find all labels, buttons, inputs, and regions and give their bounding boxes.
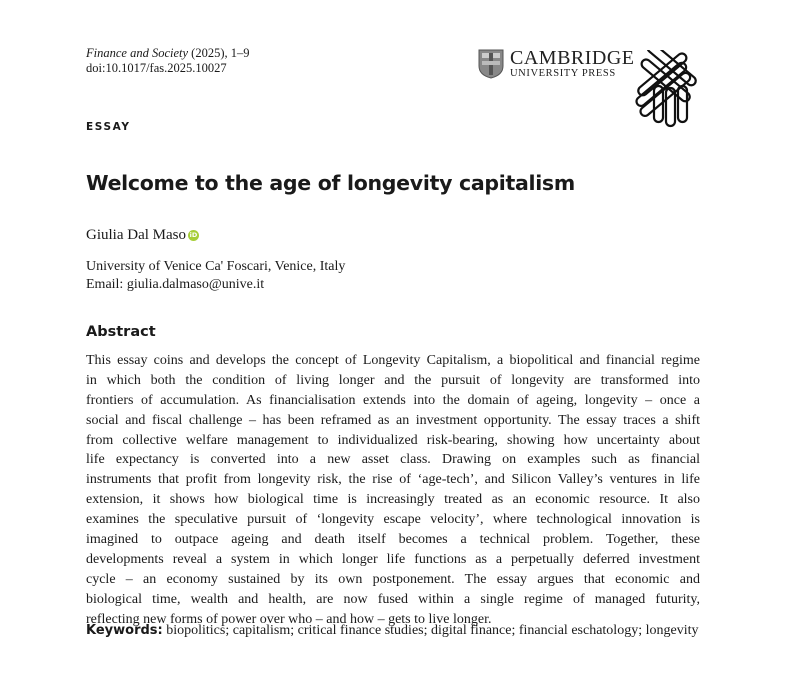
abstract-line: in which both the condition of living lo… (86, 372, 700, 388)
abstract-line: frontiers of accumulation. As financiali… (86, 392, 700, 408)
email[interactable]: Email: giulia.dalmaso@unive.it (86, 277, 265, 292)
abstract-line: examines the speculative pursuit of ‘lon… (86, 512, 700, 528)
cambridge-logo: CAMBRIDGE UNIVERSITY PRESS (478, 48, 635, 80)
abstract-line: cycle – an economy sustained by its own … (86, 571, 700, 587)
abstract-line: social and fiscal challenge – has been r… (86, 412, 700, 428)
abstract-line: extension, it shows how biological time … (86, 492, 700, 508)
orcid-icon[interactable]: iD (187, 230, 199, 241)
abstract-line: reflecting new forms of power over who –… (86, 611, 492, 627)
abstract-line: from collective welfare management to in… (86, 432, 700, 448)
affiliation-block: University of Venice Ca' Foscari, Venice… (86, 258, 345, 294)
keywords: Keywords: biopolitics; capitalism; criti… (86, 622, 700, 639)
abstract-line: This essay coins and develops the concep… (86, 353, 700, 368)
keywords-list: biopolitics; capitalism; critical financ… (162, 623, 699, 638)
abstract-body: This essay coins and develops the concep… (86, 351, 700, 629)
keywords-label: Keywords: (86, 623, 163, 638)
abstract-line: imagined to outpace ageing and death its… (86, 532, 700, 548)
journal-volume: (2025), 1–9 (188, 46, 250, 60)
abstract-line: life expectancy is converted into a new … (86, 452, 700, 468)
author-name: Giulia Dal Maso (86, 227, 186, 243)
abstract-line: biological time, wealth and health, are … (86, 591, 700, 607)
cambridge-shield-icon (478, 49, 504, 79)
publisher-subtitle: UNIVERSITY PRESS (510, 68, 616, 79)
journal-name: Finance and Society (86, 46, 189, 60)
article-type: ESSAY (86, 121, 131, 133)
author: Giulia Dal Maso iD (86, 227, 199, 244)
abstract-heading: Abstract (86, 324, 156, 340)
publisher-name: CAMBRIDGE (510, 47, 635, 69)
doi-link[interactable]: doi:10.1017/fas.2025.10027 (86, 61, 227, 75)
article-title: Welcome to the age of longevity capitali… (86, 171, 575, 195)
journal-logo-icon (635, 50, 697, 128)
affiliation: University of Venice Ca' Foscari, Venice… (86, 259, 346, 274)
abstract-line: instruments that profit from longevity r… (86, 472, 700, 488)
journal-citation: Finance and Society (2025), 1–9 doi:10.1… (86, 46, 250, 76)
abstract-line: developments reveal a system in which lo… (86, 551, 700, 567)
